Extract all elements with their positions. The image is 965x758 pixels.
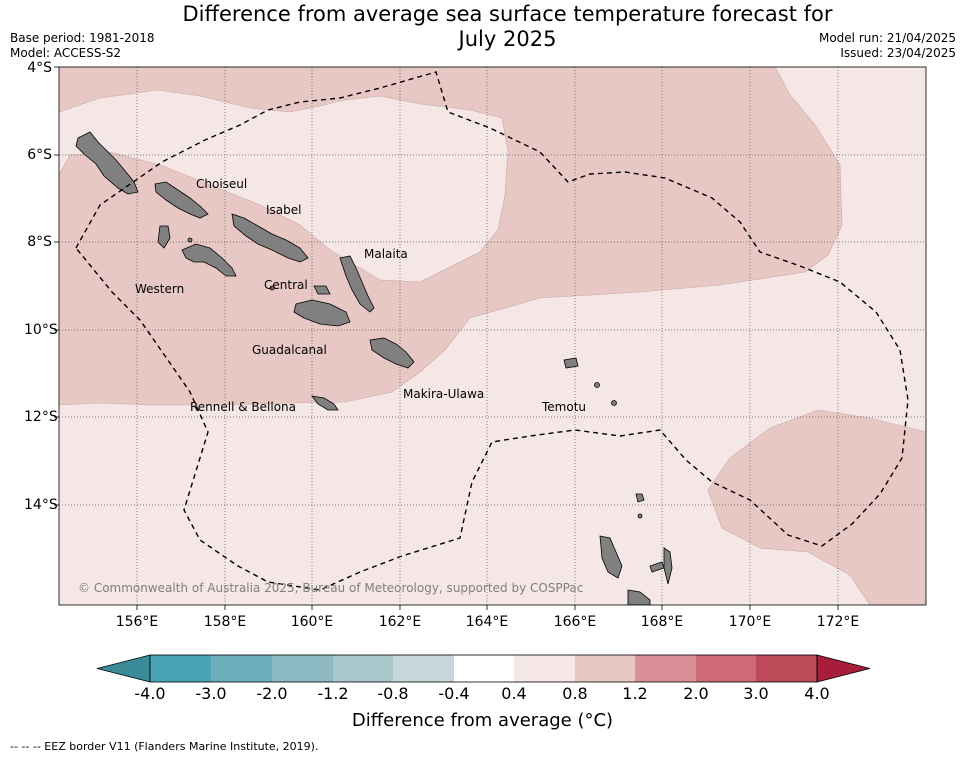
- colorbar-high-extension: [816, 654, 871, 683]
- island-torres: [635, 493, 645, 503]
- colorbar-tick: -1.2: [317, 684, 349, 703]
- island-isabel: [231, 213, 309, 263]
- island-vella-lavella: [157, 225, 171, 249]
- province-makira-ulawa: Makira-Ulawa: [403, 387, 484, 401]
- colorbar-title: Difference from average (°C): [351, 710, 614, 731]
- colorbar-tick: -2.0: [256, 684, 288, 703]
- colorbar-tick: -0.8: [377, 684, 409, 703]
- anomaly-region-southeast: [707, 409, 926, 605]
- lon-label: 166°E: [553, 614, 597, 630]
- colorbar-low-extension: [96, 654, 151, 683]
- lon-label: 164°E: [465, 614, 509, 630]
- island-vanuatu-espiritu: [627, 589, 651, 605]
- colorbar-tick: -0.4: [438, 684, 470, 703]
- title-line-2: July 2025: [458, 27, 557, 51]
- colorbar-bin: [575, 655, 635, 682]
- eez-legend-note: -- -- -- EEZ border V11 (Flanders Marine…: [10, 740, 319, 753]
- lon-label: 160°E: [290, 614, 334, 630]
- map-frame: [58, 66, 927, 606]
- colorbar-tick: -3.0: [195, 684, 227, 703]
- lat-label: 12°S: [24, 409, 58, 425]
- colorbar-bin: [393, 655, 454, 682]
- lon-label: 156°E: [115, 614, 159, 630]
- colorbar-bin: [211, 655, 272, 682]
- island-new-georgia: [181, 243, 237, 277]
- lon-label: 170°E: [728, 614, 772, 630]
- land: [75, 131, 673, 605]
- colorbar-bin: [514, 655, 575, 682]
- lat-label: 10°S: [24, 322, 58, 338]
- province-western: Western: [135, 282, 184, 296]
- colorbar-bin: [696, 655, 756, 682]
- base-period: Base period: 1981-2018: [10, 31, 155, 45]
- lat-label: 4°S: [27, 60, 52, 76]
- graticule: [59, 67, 926, 605]
- issued-date: Issued: 23/04/2025: [840, 46, 956, 60]
- island-choiseul: [154, 181, 209, 219]
- lat-label: 6°S: [27, 147, 52, 163]
- lon-label: 172°E: [816, 614, 860, 630]
- lon-label: 168°E: [640, 614, 684, 630]
- lon-label: 158°E: [203, 614, 247, 630]
- province-temotu: Temotu: [541, 400, 586, 414]
- island-florida: [313, 285, 331, 295]
- island-dot: [269, 285, 275, 291]
- run-info: Model run: 21/04/2025 Issued: 23/04/2025: [819, 31, 956, 61]
- lon-label: 162°E: [378, 614, 422, 630]
- province-isabel: Isabel: [266, 203, 301, 217]
- colorbar-tick: 2.0: [683, 684, 709, 703]
- colorbar: [96, 654, 871, 683]
- colorbar-tick: 4.0: [804, 684, 830, 703]
- lat-label: 8°S: [27, 234, 52, 250]
- colorbar-bin: [333, 655, 393, 682]
- colorbar-bin: [272, 655, 333, 682]
- copyright-notice: © Commonwealth of Australia 2025, Bureau…: [78, 581, 583, 595]
- axis-ticks: [54, 66, 839, 610]
- colorbar-tick: 0.4: [501, 684, 527, 703]
- anomaly-region-northwest: [59, 67, 843, 406]
- island-malaita: [339, 255, 375, 313]
- colorbar-bin: [756, 655, 817, 682]
- island-dot: [187, 237, 193, 243]
- province-central: Central: [264, 278, 308, 292]
- island-dot: [637, 513, 643, 519]
- island-dot: [611, 400, 617, 406]
- island-guadalcanal: [293, 299, 351, 327]
- model-info: Base period: 1981-2018 Model: ACCESS-S2: [10, 31, 155, 61]
- colorbar-bin: [454, 655, 514, 682]
- province-choiseul: Choiseul: [196, 177, 247, 191]
- island-vanuatu-maewo: [663, 547, 673, 585]
- chart-title: Difference from average sea surface temp…: [150, 2, 865, 52]
- province-rennell-bellona: Rennell & Bellona: [190, 400, 296, 414]
- lat-label: 14°S: [24, 497, 58, 513]
- island-dot: [594, 382, 600, 388]
- colorbar-tick: -4.0: [134, 684, 166, 703]
- colorbar-tick: 0.8: [562, 684, 588, 703]
- model-run-date: Model run: 21/04/2025: [818, 31, 956, 45]
- colorbar-tick: 1.2: [622, 684, 648, 703]
- province-malaita: Malaita: [364, 247, 408, 261]
- province-guadalcanal: Guadalcanal: [252, 343, 327, 357]
- colorbar-bin: [150, 655, 211, 682]
- colorbar-tick: 3.0: [743, 684, 769, 703]
- island-vanuatu-north: [599, 535, 623, 579]
- eez-border: [75, 71, 909, 591]
- island-choiseul-bougainville: [75, 131, 139, 195]
- title-line-1: Difference from average sea surface temp…: [182, 2, 833, 26]
- island-makira: [369, 337, 415, 369]
- island-rennell: [311, 395, 339, 411]
- island-santa-cruz: [563, 357, 579, 369]
- colorbar-bin: [635, 655, 696, 682]
- model-name: Model: ACCESS-S2: [10, 46, 122, 60]
